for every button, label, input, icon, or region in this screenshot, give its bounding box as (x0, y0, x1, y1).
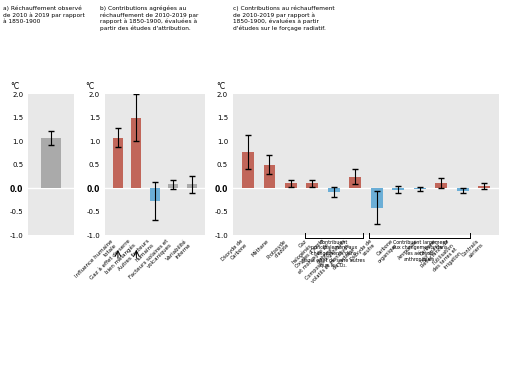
Bar (168, 184, 179, 188)
Text: Contribuent
principalement aux
changements dans
gaz à effet de serre autres
que : Contribuent principalement aux changemen… (303, 240, 365, 268)
Bar (414, 188, 425, 189)
Bar (457, 188, 468, 191)
Text: Méthane: Méthane (250, 238, 269, 258)
Bar (328, 188, 340, 192)
Bar (131, 118, 141, 188)
Text: Oxydes d'azote
et monoxyde de
carbone: Oxydes d'azote et monoxyde de carbone (293, 238, 334, 279)
Y-axis label: °C: °C (86, 82, 95, 91)
Text: Gaz à effet de serre
bien mélangés: Gaz à effet de serre bien mélangés (90, 238, 136, 285)
Text: Dioxyde de
Carbone: Dioxyde de Carbone (220, 238, 248, 266)
Text: b) Contributions agrégées au
réchauffement de 2010-2019 par
rapport à 1850-1900,: b) Contributions agrégées au réchauffeme… (100, 6, 198, 31)
Bar (285, 183, 297, 188)
Bar (187, 184, 197, 188)
Y-axis label: °C: °C (217, 82, 226, 91)
Text: Protoxyde
d'azote: Protoxyde d'azote (266, 238, 291, 264)
Bar (307, 183, 318, 188)
Bar (150, 188, 160, 201)
Bar (264, 165, 275, 188)
Text: Dioxyde de
soufre: Dioxyde de soufre (349, 238, 377, 266)
Text: Ammoniac: Ammoniac (397, 238, 420, 261)
Y-axis label: °C: °C (10, 82, 19, 91)
Bar (113, 138, 123, 188)
Text: Contribuent largement
aux changements dans
les aérosols
anthropiques: Contribuent largement aux changements da… (392, 240, 447, 262)
Bar (435, 183, 447, 188)
Text: Facteurs solaires et
volcaniques: Facteurs solaires et volcaniques (128, 238, 174, 284)
Bar (41, 138, 61, 188)
Bar (478, 186, 490, 188)
Text: Composés organiques
volatils et monoxyde
de carbone: Composés organiques volatils et monoxyde… (304, 238, 355, 289)
Text: Gaz
halogénés: Gaz halogénés (286, 238, 312, 265)
Bar (392, 188, 404, 190)
Text: Carbone
organique: Carbone organique (373, 238, 398, 264)
Text: Carbone
noir (suie): Carbone noir (suie) (416, 238, 441, 264)
Text: Influence humaine
totale: Influence humaine totale (74, 238, 118, 282)
Text: c) Contributions au réchauffement
de 2010-2019 par rapport à
1850-1900, évaluées: c) Contributions au réchauffement de 201… (233, 6, 334, 31)
Bar (371, 188, 383, 208)
Text: Réflectance de
l'utilisation
des terres et
irrigation: Réflectance de l'utilisation des terres … (420, 238, 463, 281)
Text: a) Réchauffement observé
de 2010 à 2019 par rapport
à 1850-1900: a) Réchauffement observé de 2010 à 2019 … (3, 6, 84, 24)
Bar (242, 152, 254, 188)
Text: Contrails
aériens: Contrails aériens (461, 238, 484, 262)
Text: Autres facteurs
humains: Autres facteurs humains (117, 238, 155, 276)
Bar (350, 177, 361, 188)
Text: Variabilité
interne: Variabilité interne (165, 238, 192, 265)
